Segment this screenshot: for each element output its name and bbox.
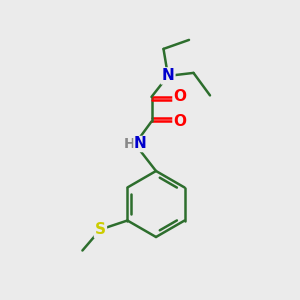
Text: O: O <box>173 114 187 129</box>
Text: O: O <box>173 89 187 104</box>
Text: N: N <box>162 68 174 83</box>
Text: S: S <box>95 222 106 237</box>
Text: N: N <box>134 136 147 152</box>
Text: H: H <box>124 137 135 151</box>
